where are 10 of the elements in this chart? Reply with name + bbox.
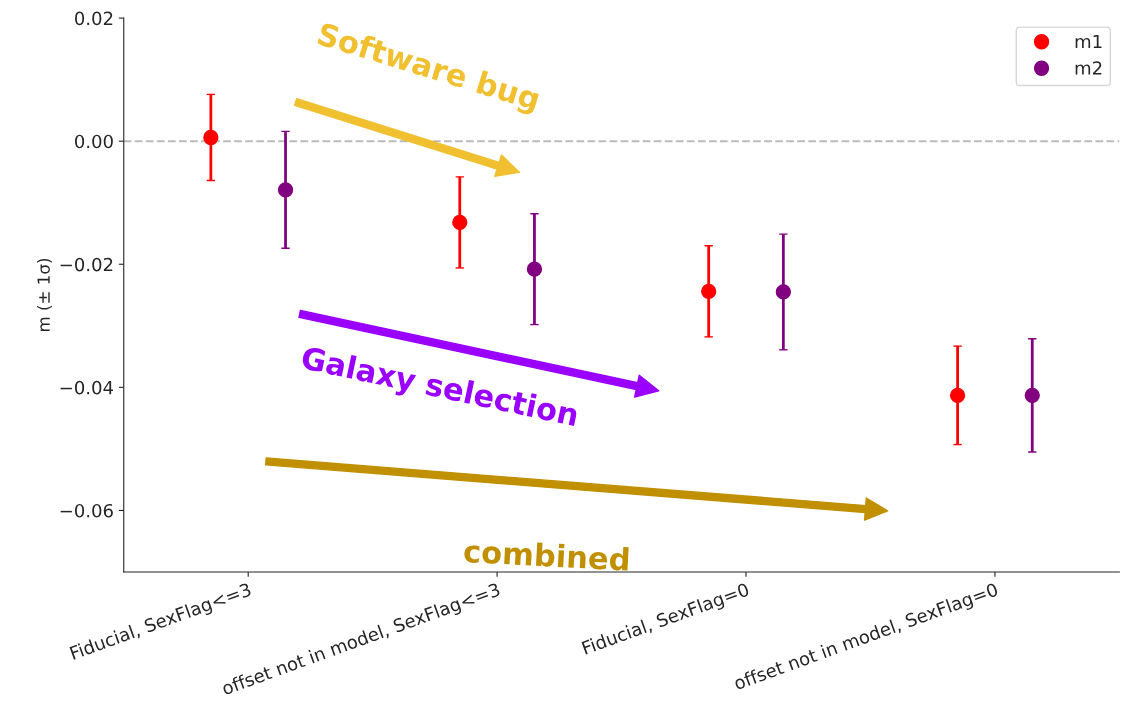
legend-label: m2 [1075, 61, 1102, 75]
y-tick-label: −0.04 [60, 380, 114, 395]
y-tick-label: −0.02 [60, 257, 113, 272]
annotation: Galaxy selection [299, 345, 579, 433]
legend-label: m1 [1075, 34, 1102, 49]
y-tick-label: −0.06 [60, 503, 113, 518]
y-tick-label: 0.02 [75, 11, 113, 26]
y-axis-title: m (± 1σ) [37, 258, 52, 331]
annotation: combined [463, 538, 629, 571]
y-tick-label: 0.00 [75, 134, 113, 149]
